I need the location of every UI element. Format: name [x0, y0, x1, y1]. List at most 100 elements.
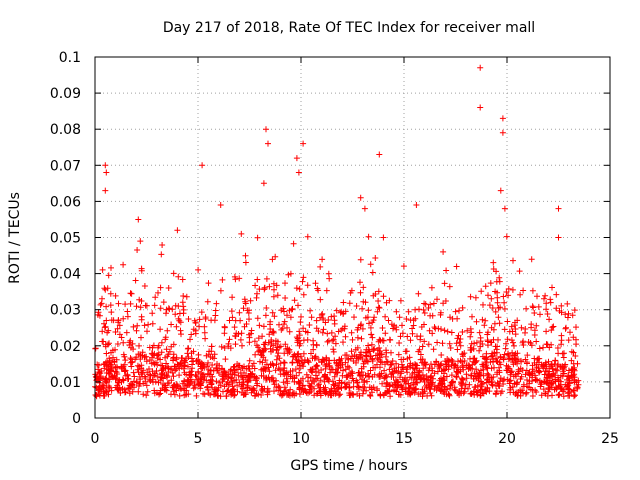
data-point	[503, 233, 510, 240]
data-point	[520, 381, 527, 388]
data-point	[365, 307, 372, 314]
data-point	[441, 327, 448, 334]
data-point	[170, 270, 177, 277]
data-point	[215, 370, 222, 376]
data-point	[216, 379, 223, 386]
data-point	[524, 352, 531, 359]
data-point	[467, 347, 474, 354]
data-point	[122, 357, 129, 364]
data-point	[334, 369, 341, 376]
data-point	[284, 345, 291, 352]
data-point	[171, 382, 178, 389]
data-point	[191, 382, 198, 389]
data-point	[529, 303, 536, 310]
data-point	[349, 353, 356, 360]
data-point	[112, 292, 119, 299]
data-point	[287, 270, 294, 277]
data-point	[504, 318, 511, 325]
data-point	[254, 290, 260, 297]
data-point	[501, 326, 508, 333]
data-point	[360, 284, 367, 291]
data-point	[124, 308, 131, 315]
data-point	[105, 272, 112, 279]
data-point	[404, 333, 411, 340]
data-point	[150, 359, 157, 366]
data-point	[412, 315, 419, 322]
data-point	[299, 278, 306, 285]
data-point	[471, 359, 478, 366]
data-point	[127, 290, 134, 297]
data-point	[163, 374, 170, 381]
data-point	[138, 267, 145, 274]
data-point	[558, 332, 565, 339]
data-point	[549, 324, 556, 331]
data-point	[481, 322, 488, 329]
data-point	[315, 287, 322, 294]
data-point	[96, 379, 103, 386]
data-point	[319, 329, 326, 336]
data-point	[129, 340, 136, 347]
data-point	[533, 322, 540, 329]
data-point	[125, 385, 132, 392]
data-point	[482, 283, 489, 290]
data-point	[560, 368, 566, 375]
x-axis-label: GPS time / hours	[290, 458, 407, 474]
data-point	[238, 230, 245, 237]
data-point	[393, 308, 400, 315]
data-point	[381, 375, 388, 382]
data-point	[181, 392, 188, 399]
data-point	[401, 378, 408, 385]
data-point	[333, 370, 340, 376]
data-point	[319, 359, 325, 366]
data-point	[398, 382, 404, 389]
data-point	[290, 353, 297, 360]
data-point	[146, 376, 153, 383]
data-point	[189, 365, 196, 372]
data-point	[377, 364, 383, 371]
data-point	[384, 359, 391, 366]
data-point	[477, 343, 484, 350]
data-point	[499, 129, 506, 136]
data-point	[315, 356, 322, 363]
data-point	[390, 374, 397, 380]
data-point	[380, 293, 387, 300]
data-point	[283, 375, 290, 382]
data-point	[397, 374, 403, 381]
data-point	[517, 291, 524, 298]
data-point	[274, 292, 281, 299]
data-point	[447, 383, 454, 389]
data-point	[463, 375, 470, 382]
data-point	[451, 386, 458, 393]
data-point	[251, 338, 258, 345]
data-point	[390, 325, 396, 332]
data-point	[456, 307, 462, 314]
data-point	[382, 389, 389, 396]
data-point	[98, 388, 105, 395]
data-point	[254, 276, 261, 283]
data-point	[537, 383, 544, 390]
data-point	[293, 155, 300, 162]
data-point	[101, 324, 108, 331]
data-point	[543, 328, 550, 335]
data-point	[233, 330, 240, 337]
data-point	[170, 341, 177, 348]
data-point	[226, 317, 233, 324]
data-point	[529, 362, 536, 369]
data-point	[305, 390, 311, 397]
data-point	[163, 306, 170, 313]
data-point	[236, 309, 243, 316]
data-point	[497, 361, 504, 368]
y-tick-label: 0	[72, 411, 81, 427]
data-point	[459, 380, 466, 387]
data-point	[295, 169, 302, 176]
data-point	[525, 339, 532, 345]
y-tick-label: 0.01	[50, 375, 81, 391]
data-point	[372, 291, 379, 297]
data-point	[273, 347, 280, 354]
data-point	[397, 333, 404, 340]
data-point	[519, 367, 526, 374]
data-point	[359, 390, 366, 397]
data-point	[296, 384, 303, 391]
data-point	[248, 327, 255, 334]
data-point	[534, 293, 540, 300]
